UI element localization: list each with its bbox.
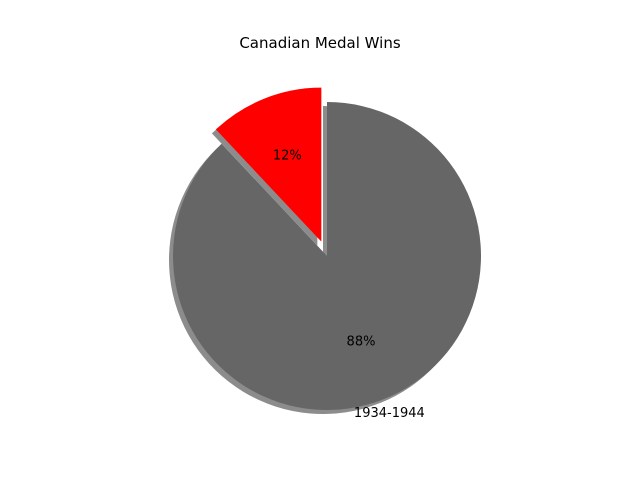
slice-category-label-1: 1934-1944 <box>354 406 425 421</box>
slices <box>172 87 481 410</box>
pie-slice-1 <box>172 102 481 410</box>
slice-pct-label-0: 12% <box>273 148 302 163</box>
slice-pct-label-1: 88% <box>347 334 376 349</box>
slice-labels: 12% 88% 1934-1944 <box>273 148 425 421</box>
pie-slice-0 <box>215 87 322 242</box>
chart-title: Canadian Medal Wins <box>239 34 401 52</box>
